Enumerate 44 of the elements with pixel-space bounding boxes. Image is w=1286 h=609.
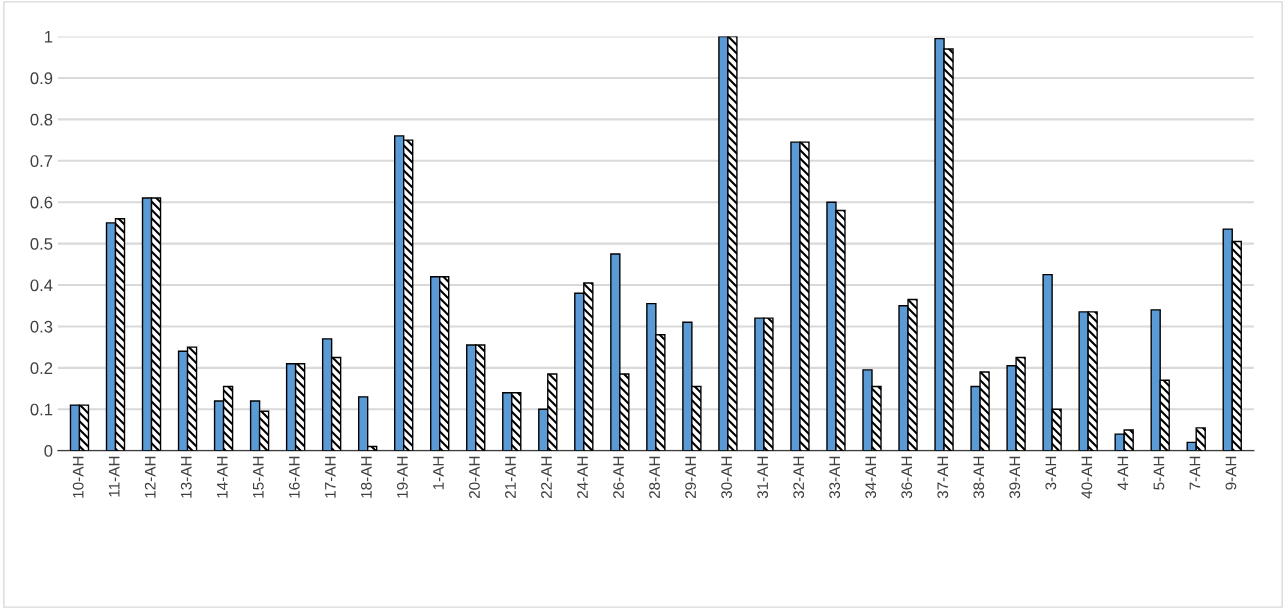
y-tick-label: 0.7 bbox=[30, 155, 53, 167]
y-tick-label: 0.1 bbox=[30, 403, 53, 416]
y-tick-label: 0.5 bbox=[30, 238, 53, 250]
x-tick-label: 36-AH bbox=[901, 456, 913, 499]
x-tick-label: 12-AH bbox=[144, 456, 156, 498]
y-tick-label: 1 bbox=[45, 31, 53, 43]
y-tick-label: 0.2 bbox=[30, 362, 53, 375]
y-tick-label: 0.6 bbox=[30, 196, 53, 209]
x-tick-label: 32-AH bbox=[793, 456, 805, 499]
x-tick-label: 24-AH bbox=[577, 456, 588, 499]
x-tick-label: 31-AH bbox=[757, 456, 769, 499]
x-tick-label: 4-AH bbox=[1117, 456, 1129, 490]
x-tick-label: 11-AH bbox=[108, 456, 120, 497]
x-tick-label: 34-AH bbox=[865, 456, 877, 499]
x-tick-label: 29-AH bbox=[685, 456, 696, 499]
x-tick-label: 14-AH bbox=[217, 456, 228, 498]
y-tick-label: 0.8 bbox=[30, 113, 53, 126]
x-tick-label: 26-AH bbox=[613, 456, 624, 499]
x-tick-label: 7-AH bbox=[1189, 456, 1201, 490]
x-tick-label: 21-AH bbox=[505, 456, 516, 499]
y-tick-label: 0.3 bbox=[30, 320, 53, 333]
x-tick-label: 13-AH bbox=[180, 456, 192, 498]
x-tick-label: 1-AH bbox=[433, 456, 444, 490]
x-tick-label: 3-AH bbox=[1045, 456, 1057, 490]
x-tick-label: 39-AH bbox=[1009, 456, 1021, 499]
x-tick-label: 5-AH bbox=[1153, 456, 1165, 490]
x-tick-label: 9-AH bbox=[1225, 456, 1237, 490]
x-tick-label: 19-AH bbox=[396, 456, 408, 498]
y-tick-label: 0.9 bbox=[30, 72, 53, 85]
x-tick-label: 18-AH bbox=[360, 456, 372, 498]
x-tick-label: 20-AH bbox=[469, 456, 480, 499]
x-tick-label: 30-AH bbox=[721, 456, 733, 499]
y-tick-label: 0.4 bbox=[30, 279, 53, 292]
x-tick-label: 37-AH bbox=[937, 456, 949, 499]
x-tick-label: 16-AH bbox=[288, 456, 300, 498]
x-tick-label: 33-AH bbox=[829, 456, 841, 499]
x-tick-label: 15-AH bbox=[253, 456, 264, 498]
x-tick-label: 28-AH bbox=[649, 456, 660, 499]
x-tick-label: 10-AH bbox=[72, 456, 84, 498]
x-tick-label: 17-AH bbox=[325, 456, 336, 498]
y-tick-label: 0 bbox=[44, 445, 53, 457]
x-tick-label: 22-AH bbox=[541, 456, 552, 499]
x-tick-label: 40-AH bbox=[1081, 456, 1093, 499]
x-tick-label: 38-AH bbox=[973, 456, 985, 499]
